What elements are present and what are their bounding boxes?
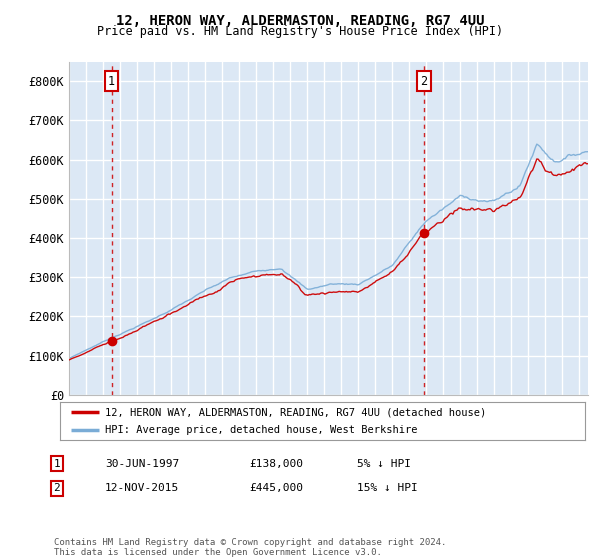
Text: £138,000: £138,000	[249, 459, 303, 469]
Text: 2: 2	[53, 483, 61, 493]
Text: 2: 2	[421, 74, 428, 88]
Text: 12-NOV-2015: 12-NOV-2015	[105, 483, 179, 493]
Text: 1: 1	[53, 459, 61, 469]
Text: 5% ↓ HPI: 5% ↓ HPI	[357, 459, 411, 469]
Text: 1: 1	[108, 74, 115, 88]
Text: 15% ↓ HPI: 15% ↓ HPI	[357, 483, 418, 493]
Text: HPI: Average price, detached house, West Berkshire: HPI: Average price, detached house, West…	[104, 425, 417, 435]
Text: 30-JUN-1997: 30-JUN-1997	[105, 459, 179, 469]
Text: £445,000: £445,000	[249, 483, 303, 493]
Text: Contains HM Land Registry data © Crown copyright and database right 2024.
This d: Contains HM Land Registry data © Crown c…	[54, 538, 446, 557]
Text: 12, HERON WAY, ALDERMASTON, READING, RG7 4UU: 12, HERON WAY, ALDERMASTON, READING, RG7…	[116, 14, 484, 28]
Text: Price paid vs. HM Land Registry's House Price Index (HPI): Price paid vs. HM Land Registry's House …	[97, 25, 503, 38]
Text: 12, HERON WAY, ALDERMASTON, READING, RG7 4UU (detached house): 12, HERON WAY, ALDERMASTON, READING, RG7…	[104, 407, 486, 417]
